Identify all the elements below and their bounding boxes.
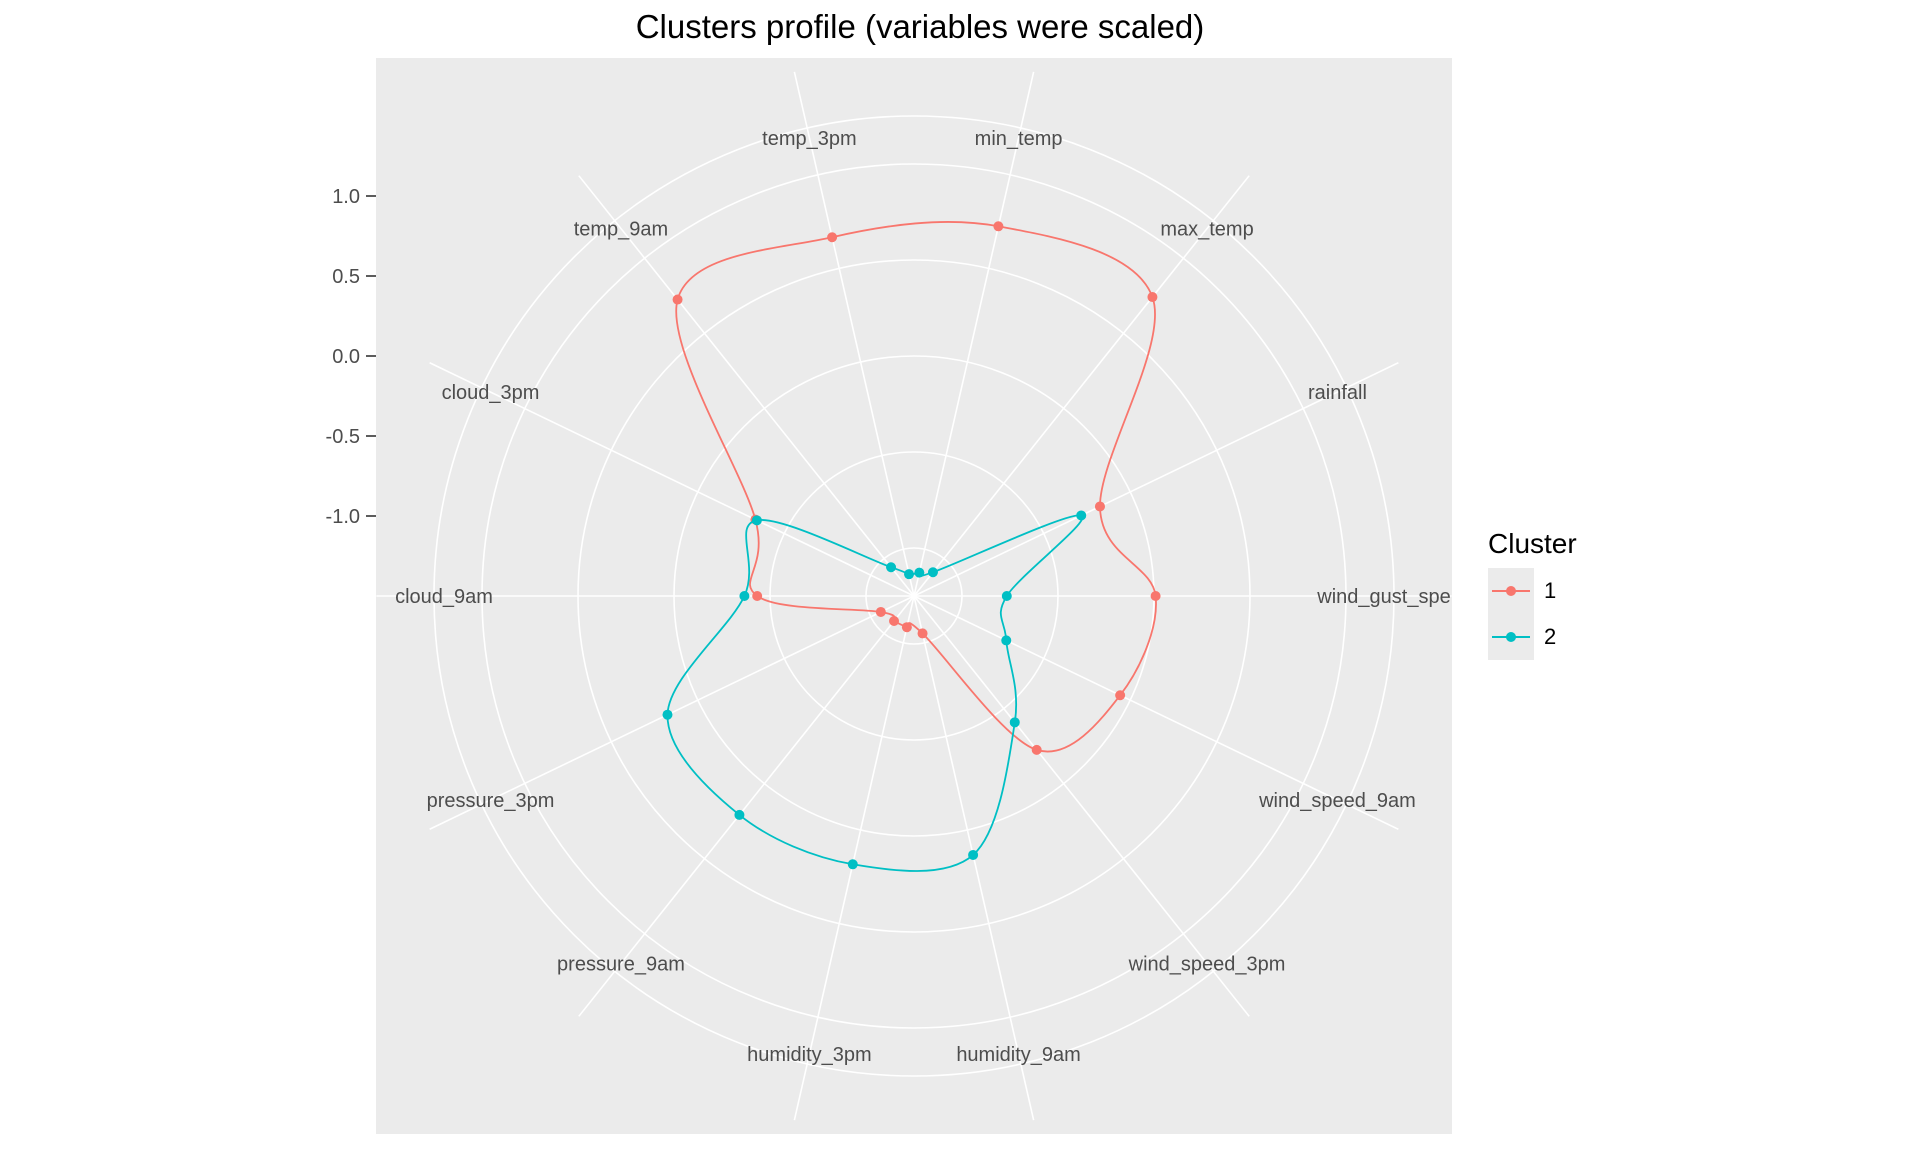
radial-tick-label: 0.0: [332, 346, 360, 368]
series-1-point-pressure_3pm: [875, 606, 886, 617]
series-2-point-temp_9am: [886, 562, 897, 573]
legend-dot-1: [1506, 586, 1516, 596]
radial-axis: 1.0 0.5 0.0 -0.5 -1.0: [326, 186, 376, 528]
category-label-pressure_3pm: pressure_3pm: [427, 790, 555, 812]
series-2-point-humidity_9am: [968, 849, 979, 860]
series-1-point-temp_3pm: [827, 232, 838, 243]
series-1-point-rainfall: [1094, 501, 1105, 512]
category-label-temp_9am: temp_9am: [574, 219, 669, 241]
series-2-point-min_temp: [914, 567, 925, 578]
grid-spoke: [913, 595, 1399, 830]
category-label-wind_speed_9am: wind_speed_9am: [1258, 790, 1416, 812]
series-1-point-min_temp: [993, 221, 1004, 232]
category-label-humidity_3pm: humidity_3pm: [747, 1044, 872, 1066]
series-1-point-humidity_3pm: [901, 622, 912, 633]
category-label-wind_gust_spe: wind_gust_spe: [1316, 586, 1450, 608]
radial-tick-label: -0.5: [326, 426, 360, 448]
grid-spoke: [578, 175, 915, 597]
grid-spoke: [793, 71, 915, 597]
series-1-point-humidity_9am: [917, 628, 928, 639]
category-label-cloud_3pm: cloud_3pm: [442, 382, 540, 404]
radial-tick-label: 0.5: [332, 266, 360, 288]
series-2-point-cloud_3pm: [751, 515, 762, 526]
legend-item-1: 1: [1488, 568, 1577, 614]
series-1-point-wind_gust_spe: [1150, 591, 1161, 601]
grid-spoke: [913, 175, 1250, 597]
series-2-point-max_temp: [927, 567, 938, 578]
series-2-point-pressure_3pm: [662, 709, 673, 720]
series-2-point-pressure_9am: [734, 809, 745, 820]
series-1-point-max_temp: [1147, 292, 1158, 303]
series-1-point-wind_speed_3pm: [1031, 744, 1042, 755]
radial-tick-label: 1.0: [332, 186, 360, 208]
series-2-point-cloud_9am: [739, 591, 750, 601]
legend-label-1: 1: [1544, 578, 1557, 603]
series-2-point-rainfall: [1076, 510, 1087, 521]
series-2-point-wind_gust_spe: [1001, 591, 1012, 601]
grid-spoke: [578, 595, 915, 1017]
category-label-pressure_9am: pressure_9am: [557, 953, 685, 975]
series-2-point-humidity_3pm: [847, 859, 858, 870]
category-labels: min_temp max_temp rainfall wind_gust_spewin…: [395, 128, 1451, 1066]
legend: Cluster 1 2: [1488, 528, 1577, 660]
grid-spoke: [429, 362, 915, 597]
category-label-humidity_9am: humidity_9am: [956, 1044, 1081, 1066]
series-1-point-temp_9am: [672, 294, 683, 305]
series-layer: [662, 221, 1161, 872]
legend-item-2: 2: [1488, 614, 1577, 660]
radial-tick-label: -1.0: [326, 506, 360, 528]
chart-title: Clusters profile (variables were scaled): [635, 8, 1205, 45]
category-label-min_temp: min_temp: [975, 128, 1063, 150]
grid-spoke: [913, 71, 1035, 597]
series-1-point-wind_speed_9am: [1115, 690, 1126, 701]
grid: [376, 71, 1452, 1121]
legend-key-1: [1488, 568, 1534, 614]
legend-title: Cluster: [1488, 528, 1577, 559]
category-label-cloud_9am: cloud_9am: [395, 586, 493, 608]
legend-key-2: [1488, 614, 1534, 660]
category-label-rainfall: rainfall: [1308, 382, 1367, 404]
grid-spoke: [913, 362, 1399, 597]
series-2-point-wind_speed_3pm: [1009, 717, 1020, 728]
category-label-max_temp: max_temp: [1160, 219, 1253, 241]
category-label-temp_3pm: temp_3pm: [762, 128, 857, 150]
legend-label-2: 2: [1544, 624, 1557, 649]
grid-spoke: [793, 595, 915, 1121]
series-2-point-wind_speed_9am: [1001, 635, 1012, 646]
series-1-point-cloud_9am: [752, 591, 763, 601]
series-2-point-temp_3pm: [904, 569, 915, 580]
legend-dot-2: [1506, 632, 1516, 642]
grid-spoke: [913, 595, 1250, 1017]
category-label-wind_speed_3pm: wind_speed_3pm: [1128, 953, 1286, 975]
series-1-point-pressure_9am: [889, 616, 900, 627]
